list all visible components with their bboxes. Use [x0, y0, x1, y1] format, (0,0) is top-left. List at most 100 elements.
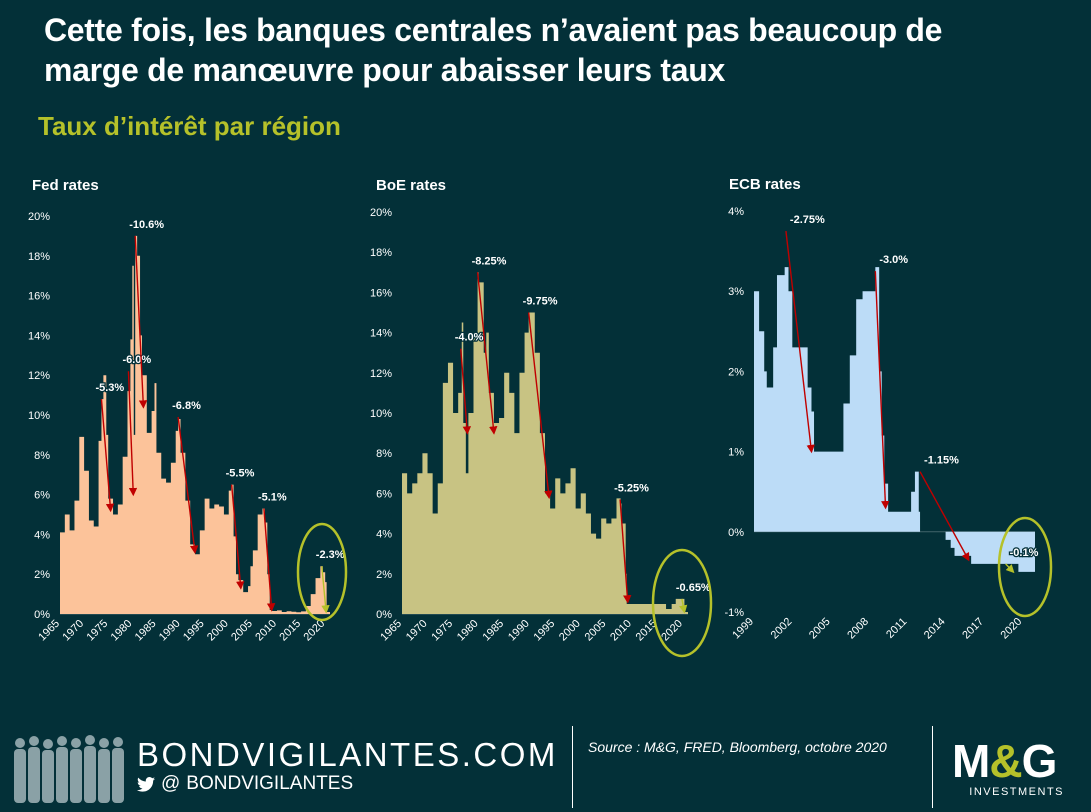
- handle-text: BONDVIGILANTES: [186, 773, 354, 794]
- y-tick-label: 8%: [376, 448, 392, 460]
- x-tick-label: 1985: [133, 618, 159, 644]
- rate-cut-arrow: [321, 566, 330, 614]
- rate-cut-label: -5.3%: [95, 382, 124, 394]
- rate-cut-label: -6.0%: [122, 354, 151, 366]
- x-tick-label: 2020: [999, 616, 1025, 642]
- y-tick-label: 4%: [376, 529, 392, 541]
- y-tick-label: 4%: [728, 206, 744, 218]
- rate-cut-label: -5.5%: [226, 468, 255, 480]
- rate-cut-label: -9.75%: [523, 296, 558, 308]
- latest-cut-highlight-circle: [296, 522, 348, 622]
- rate-cut-arrow: [177, 416, 199, 554]
- x-tick-label: 2005: [807, 616, 833, 642]
- footer: [0, 716, 1091, 812]
- x-tick-label: 1990: [506, 618, 532, 644]
- x-tick-label: 2020: [302, 618, 328, 644]
- twitter-handle[interactable]: @ BONDVIGILANTES: [137, 772, 353, 796]
- x-tick-label: 1980: [455, 618, 481, 644]
- rate-cut-label: -0.65%: [676, 582, 711, 594]
- rate-cut-label: -4.0%: [455, 332, 484, 344]
- x-tick-label: 2000: [557, 618, 583, 644]
- rate-cut-arrow: [785, 230, 815, 454]
- y-tick-label: 16%: [370, 287, 392, 299]
- page-subtitle: Taux d’intérêt par région: [38, 111, 341, 141]
- y-tick-label: 12%: [370, 368, 392, 380]
- x-tick-label: 2010: [253, 618, 279, 644]
- rate-cut-label: -1.15%: [924, 455, 959, 467]
- y-tick-label: 20%: [370, 207, 392, 219]
- logo-amp: &: [989, 735, 1022, 787]
- rate-cut-label: -3.0%: [879, 254, 908, 266]
- y-tick-label: 14%: [370, 328, 392, 340]
- x-tick-label: 2011: [884, 616, 909, 641]
- y-tick-label: 18%: [28, 251, 50, 263]
- y-tick-label: 20%: [28, 211, 50, 223]
- rate-cut-arrow: [1005, 563, 1015, 574]
- x-tick-label: 2017: [960, 616, 986, 642]
- x-tick-label: 2015: [277, 618, 303, 644]
- x-tick-label: 1980: [109, 618, 135, 644]
- y-tick-label: 6%: [34, 490, 50, 502]
- y-tick-label: 18%: [370, 247, 392, 259]
- fed-chart: Fed rates 0% 2% 4% 6% 8% 10% 12% 14% 16% 18% 20% 196…: [28, 177, 348, 644]
- rate-cut-arrow: [874, 271, 890, 510]
- site-name[interactable]: BONDVIGILANTES.COM: [137, 736, 558, 773]
- rate-cut-label: -0.1%: [1010, 547, 1039, 559]
- boe-chart-title: BoE rates: [376, 177, 446, 194]
- y-tick-label: 2%: [728, 366, 744, 378]
- ecb-chart: ECB rates -1% 0% 1% 2% 3% 4% 1999 2002 2005 2008 20…: [724, 176, 1053, 642]
- logo-g: G: [1021, 735, 1058, 787]
- ecb-chart-title: ECB rates: [729, 176, 801, 193]
- people-silhouettes-icon: [14, 735, 124, 803]
- page-title: Cette fois, les banques centrales n’avai…: [44, 12, 943, 88]
- mg-investments-logo: M&G INVESTMENTS: [952, 736, 1078, 798]
- rate-cut-label: -2.75%: [790, 214, 825, 226]
- x-tick-label: 1995: [181, 618, 207, 644]
- x-tick-label: 1970: [60, 618, 86, 644]
- rate-cut-arrow: [619, 499, 632, 604]
- y-tick-label: 2%: [376, 569, 392, 581]
- at-sign: @: [161, 773, 181, 794]
- x-tick-label: 1990: [157, 618, 183, 644]
- x-tick-label: 1999: [730, 616, 756, 642]
- x-tick-label: 2008: [845, 616, 871, 642]
- source-note: Source : M&G, FRED, Bloomberg, octobre 2…: [588, 739, 887, 755]
- boe-chart: BoE rates 0% 2% 4% 6% 8% 10% 12% 14% 16% 18% 20% 196…: [370, 177, 713, 658]
- y-tick-label: 1%: [728, 447, 744, 459]
- latest-cut-highlight-circle: [651, 548, 713, 658]
- y-tick-label: 12%: [28, 370, 50, 382]
- fed-chart-title: Fed rates: [32, 177, 99, 194]
- footer-separator: [932, 726, 933, 808]
- boe-rate-area: [402, 272, 688, 614]
- rate-cut-arrow: [527, 312, 553, 500]
- y-tick-label: 0%: [376, 609, 392, 621]
- y-tick-label: -1%: [724, 607, 744, 619]
- y-tick-label: 14%: [28, 330, 50, 342]
- x-tick-label: 1965: [36, 618, 62, 644]
- rate-cut-arrow: [476, 272, 498, 435]
- x-tick-label: 2010: [608, 618, 634, 644]
- y-tick-label: 2%: [34, 569, 50, 581]
- ecb-rate-area: [754, 267, 1035, 572]
- y-tick-label: 10%: [28, 410, 50, 422]
- rate-cut-arrow: [230, 484, 245, 590]
- x-tick-label: 1965: [378, 618, 404, 644]
- latest-cut-highlight-circle: [997, 516, 1053, 618]
- charts-panel: Fed rates 0% 2% 4% 6% 8% 10% 12% 14% 16% 18% 20% 196…: [28, 176, 1053, 658]
- fed-rate-area: [60, 235, 330, 614]
- rate-cut-label: -6.8%: [172, 400, 201, 412]
- rate-cut-label: -10.6%: [129, 219, 164, 231]
- rate-cut-arrow: [460, 348, 472, 435]
- y-tick-label: 10%: [370, 408, 392, 420]
- logo-m: M: [952, 735, 990, 787]
- rate-cut-arrow: [679, 598, 688, 614]
- rate-cut-label: -5.1%: [258, 492, 287, 504]
- x-tick-label: 1985: [480, 618, 506, 644]
- y-tick-label: 0%: [34, 609, 50, 621]
- footer-separator: [572, 726, 573, 808]
- x-tick-label: 2002: [769, 616, 795, 642]
- y-tick-label: 3%: [728, 286, 744, 298]
- x-tick-label: 2005: [583, 618, 609, 644]
- x-tick-label: 1995: [532, 618, 558, 644]
- rate-cut-arrow: [127, 371, 138, 497]
